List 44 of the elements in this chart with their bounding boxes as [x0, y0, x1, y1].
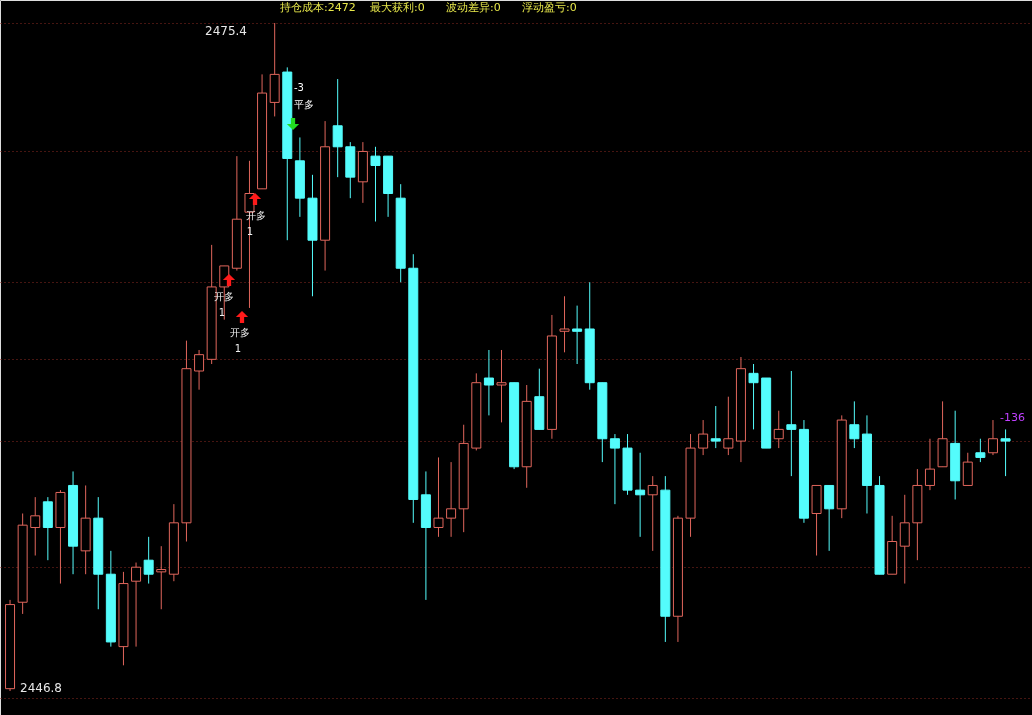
- annotation: 2475.4: [205, 24, 247, 38]
- candlestick: [698, 419, 709, 456]
- annotation: 1: [246, 226, 254, 237]
- candlestick: [483, 349, 494, 416]
- candlestick: [962, 452, 973, 486]
- candlestick: [748, 363, 759, 430]
- text: 波动差异:0: [446, 1, 501, 14]
- candlestick: [635, 452, 646, 538]
- candlestick: [647, 475, 658, 552]
- annotation: -136: [1000, 411, 1025, 424]
- candlestick: [131, 562, 142, 648]
- candlestick: [433, 456, 444, 538]
- candlestick: [975, 438, 986, 463]
- candlestick: [899, 494, 910, 585]
- annotation: 开多: [230, 327, 250, 338]
- candlestick: [143, 536, 154, 585]
- candlestick: [1000, 428, 1011, 477]
- candlestick: [773, 410, 784, 449]
- annotation: 1: [218, 307, 226, 318]
- text: 持仓成本:2472: [280, 1, 356, 14]
- text: 最大获利:0: [370, 1, 425, 14]
- candlestick: [987, 419, 998, 456]
- candlestick: [244, 160, 255, 309]
- annotation: 平多: [294, 99, 314, 110]
- candlestick: [559, 295, 570, 353]
- annotation: 1: [234, 343, 242, 354]
- candlestick: [849, 400, 860, 449]
- annotation: -3: [294, 82, 304, 93]
- candlestick: [370, 146, 381, 223]
- candlestick: [496, 349, 507, 423]
- annotation: 2446.8: [20, 681, 62, 695]
- candlestick: [572, 305, 583, 365]
- candlestick: [710, 405, 721, 449]
- candlestick: [194, 349, 205, 391]
- candlestick: [824, 484, 835, 552]
- candlestick: [332, 78, 343, 178]
- candlestick: [924, 438, 935, 491]
- candlestick: [156, 545, 167, 610]
- text: 浮动盈亏:0: [522, 1, 577, 14]
- candlestick: [723, 396, 734, 456]
- candlestick: [609, 433, 620, 505]
- candlestick: [446, 461, 457, 538]
- candlestick: [30, 496, 41, 557]
- candlestick: [786, 370, 797, 477]
